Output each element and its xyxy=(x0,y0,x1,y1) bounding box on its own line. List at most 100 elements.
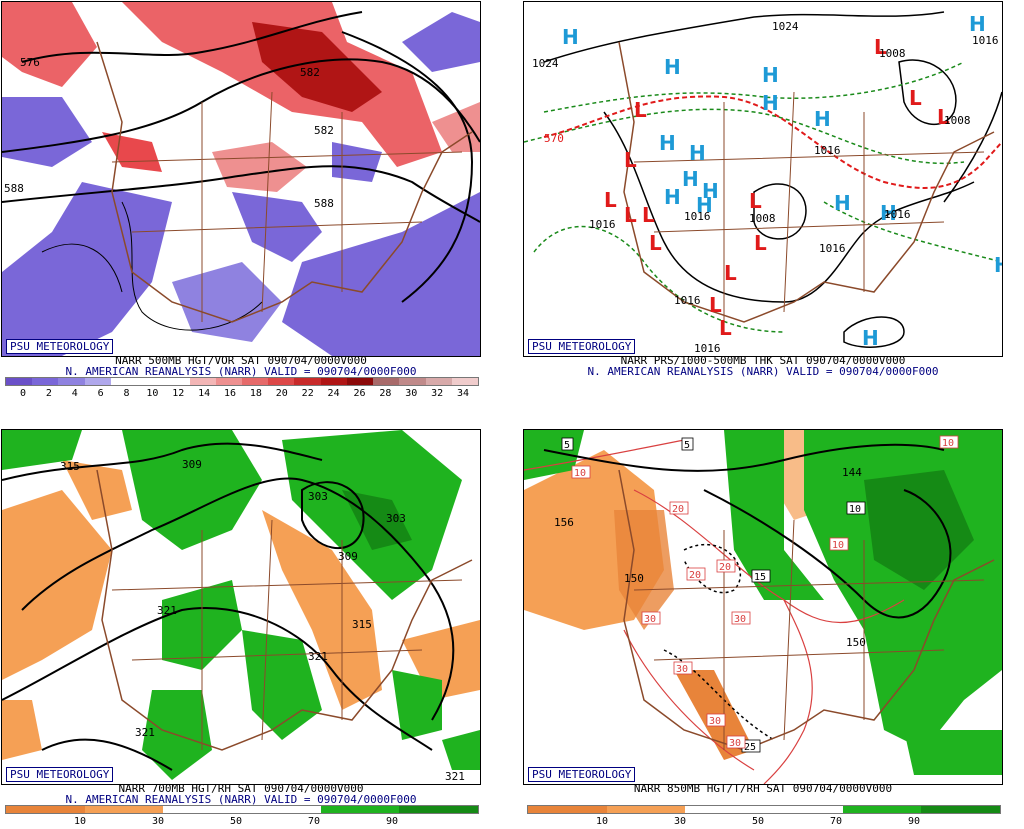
colorbar-swatch xyxy=(294,378,321,385)
high-pressure-marker: H xyxy=(659,131,676,155)
contour-label: 303 xyxy=(386,512,406,525)
colorbar-tick-label: 70 xyxy=(307,816,321,827)
low-pressure-marker: L xyxy=(874,35,887,59)
contour-label: 309 xyxy=(338,550,358,563)
isobar-label: 1008 xyxy=(879,47,906,60)
isobar-label: 1016 xyxy=(674,294,701,307)
colorbar-swatch xyxy=(320,806,400,813)
boxed-contour-label: 5 xyxy=(564,440,570,451)
map-500mb-svg: 576 582 588 582 588 xyxy=(2,2,480,356)
colorbar-swatch xyxy=(346,378,374,385)
colorbar-tick-label: 4 xyxy=(71,388,78,399)
colorbar-swatch xyxy=(58,378,85,385)
boxed-contour-label: 10 xyxy=(574,468,586,479)
map-700mb: 315 309 303 303 309 315 321 321 321 321 … xyxy=(1,429,481,785)
colorbar-swatch xyxy=(241,378,269,385)
contour-label: 576 xyxy=(20,56,40,69)
contour-label: 144 xyxy=(842,466,862,479)
colorbar-swatch xyxy=(320,378,347,385)
colorbar-swatch xyxy=(606,806,686,813)
low-pressure-marker: L xyxy=(724,261,737,285)
colorbar-swatch xyxy=(163,806,243,813)
colorbar-swatch xyxy=(32,378,59,385)
panel-title: NARR 850MB HGT/T/RH SAT 090704/0000V000 xyxy=(633,782,893,795)
colorbar-tick-label: 14 xyxy=(198,388,211,399)
panel-pressure-thickness: HHHHHHHHHHHHHHHHLLLLLLLLLLLLLL 1024 1024… xyxy=(523,1,1003,391)
boxed-contour-label: 10 xyxy=(849,504,861,515)
panel-title: NARR PRS/1000-500MB THK SAT 090704/0000V… xyxy=(620,354,906,367)
colorbar-ticks: 10 30 50 70 90 xyxy=(1,816,481,829)
high-pressure-marker: H xyxy=(696,193,713,217)
colorbar-rh xyxy=(527,805,1001,814)
thickness-label: 570 xyxy=(544,132,564,145)
boxed-contour-label: 30 xyxy=(729,738,741,749)
isobar-label: 1008 xyxy=(749,212,776,225)
low-pressure-marker: L xyxy=(634,98,647,122)
colorbar-tick-label: 26 xyxy=(353,388,366,399)
isobar-label: 1016 xyxy=(589,218,616,231)
contour-label: 582 xyxy=(300,66,320,79)
colorbar-swatch xyxy=(373,378,400,385)
colorbar-ticks: 0 2 4 6 8 10 12 14 16 18 20 22 24 26 28 30 32 34 xyxy=(1,388,481,401)
colorbar-swatch xyxy=(268,378,295,385)
low-pressure-marker: L xyxy=(624,203,637,227)
colorbar-tick-label: 30 xyxy=(405,388,418,399)
isobar-label: 1016 xyxy=(814,144,841,157)
low-pressure-marker: L xyxy=(642,203,655,227)
boxed-contour-label: 30 xyxy=(709,716,721,727)
colorbar-tick-label: 70 xyxy=(829,816,843,827)
colorbar-vorticity xyxy=(5,377,479,386)
colorbar-tick-label: 30 xyxy=(151,816,165,827)
boxed-contour-label: 20 xyxy=(672,504,684,515)
high-pressure-marker: H xyxy=(682,167,699,191)
colorbar-swatch xyxy=(764,806,843,813)
colorbar-swatch xyxy=(110,378,138,385)
contour-label: 303 xyxy=(308,490,328,503)
colorbar-tick-label: 28 xyxy=(379,388,392,399)
colorbar-tick-label: 22 xyxy=(301,388,314,399)
isobar-label: 1016 xyxy=(819,242,846,255)
map-pressure: HHHHHHHHHHHHHHHHLLLLLLLLLLLLLL 1024 1024… xyxy=(523,1,1003,357)
boxed-contour-label: 25 xyxy=(744,742,756,753)
contour-label: 321 xyxy=(135,726,155,739)
colorbar-tick-label: 50 xyxy=(751,816,765,827)
high-pressure-marker: H xyxy=(862,326,879,350)
colorbar-tick-label: 24 xyxy=(327,388,340,399)
colorbar-swatch xyxy=(685,806,765,813)
colorbar-tick-label: 32 xyxy=(431,388,444,399)
panel-500mb-vorticity: 576 582 588 582 588 PSU METEOROLOGY NARR… xyxy=(1,1,481,399)
colorbar-ticks: 10 30 50 70 90 xyxy=(523,816,1003,829)
contour-label: 315 xyxy=(60,460,80,473)
colorbar-tick-label: 10 xyxy=(146,388,159,399)
colorbar-swatch xyxy=(842,806,922,813)
panel-valid-caption: N. AMERICAN REANALYSIS (NARR) VALID = 09… xyxy=(65,365,417,378)
isobar-label: 1016 xyxy=(884,208,911,221)
isobar-label: 1016 xyxy=(694,342,721,355)
high-pressure-marker: H xyxy=(814,107,831,131)
contour-label: 321 xyxy=(157,604,177,617)
colorbar-swatch xyxy=(399,806,479,813)
boxed-contour-label: 30 xyxy=(734,614,746,625)
colorbar-tick-label: 16 xyxy=(224,388,237,399)
contour-label: 156 xyxy=(554,516,574,529)
psu-branding: PSU METEOROLOGY xyxy=(528,767,636,782)
high-pressure-marker: H xyxy=(689,141,706,165)
psu-branding: PSU METEOROLOGY xyxy=(6,767,114,782)
boxed-contour-label: 5 xyxy=(684,440,690,451)
high-pressure-marker: H xyxy=(762,91,779,115)
colorbar-tick-label: 34 xyxy=(456,388,470,399)
panel-title: NARR 500MB HGT/VOR SAT 090704/0000V000 xyxy=(115,354,367,367)
high-pressure-marker: H xyxy=(664,55,681,79)
isobar-label: 1024 xyxy=(772,20,799,33)
colorbar-swatch xyxy=(137,378,164,385)
isobar-label: 1016 xyxy=(972,34,999,47)
colorbar-swatch xyxy=(451,378,478,385)
colorbar-swatch xyxy=(528,806,607,813)
isobar-label: 1024 xyxy=(532,57,559,70)
low-pressure-marker: L xyxy=(719,316,732,340)
panel-850mb-t-rh: 5 5 10 10 10 20 20 20 15 30 30 30 30 25 30 10 156 150 1… xyxy=(523,429,1003,827)
high-pressure-marker: H xyxy=(562,25,579,49)
colorbar-tick-label: 10 xyxy=(73,816,87,827)
high-pressure-marker: H xyxy=(969,12,986,36)
